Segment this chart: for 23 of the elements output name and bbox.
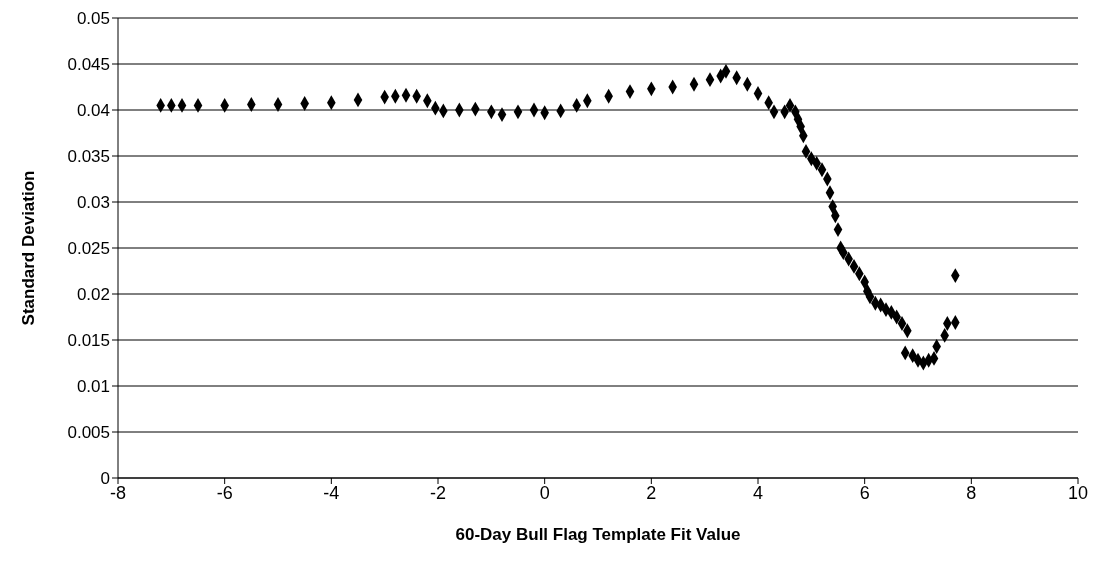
- x-tick-label: 10: [1067, 482, 1089, 503]
- y-axis-title: Standard Deviation: [19, 170, 39, 326]
- x-tick-label: 0: [539, 482, 550, 503]
- y-tick-label: 0.04: [76, 101, 110, 121]
- x-tick-label: 6: [859, 482, 870, 503]
- y-tick-label: 0.03: [76, 193, 110, 213]
- x-tick-label: 8: [966, 482, 977, 503]
- y-tick-label: 0.005: [67, 423, 110, 443]
- x-tick-label: 2: [646, 482, 657, 503]
- y-tick-label: 0.015: [67, 331, 110, 351]
- x-tick-label: -8: [109, 482, 127, 503]
- y-tick-label: 0: [100, 469, 110, 489]
- y-tick-label: 0.05: [76, 9, 110, 29]
- y-tick-label: 0.02: [76, 285, 110, 305]
- y-tick-label: 0.01: [76, 377, 110, 397]
- x-tick-label: -6: [216, 482, 233, 503]
- y-tick-label: 0.045: [67, 55, 110, 75]
- x-tick-label: -2: [429, 482, 447, 503]
- y-tick-label: 0.025: [67, 239, 110, 259]
- x-tick-label: -4: [323, 482, 340, 503]
- x-axis-title: 60-Day Bull Flag Template Fit Value: [455, 525, 741, 544]
- y-tick-label: 0.035: [67, 147, 110, 167]
- x-tick-label: 4: [752, 482, 764, 503]
